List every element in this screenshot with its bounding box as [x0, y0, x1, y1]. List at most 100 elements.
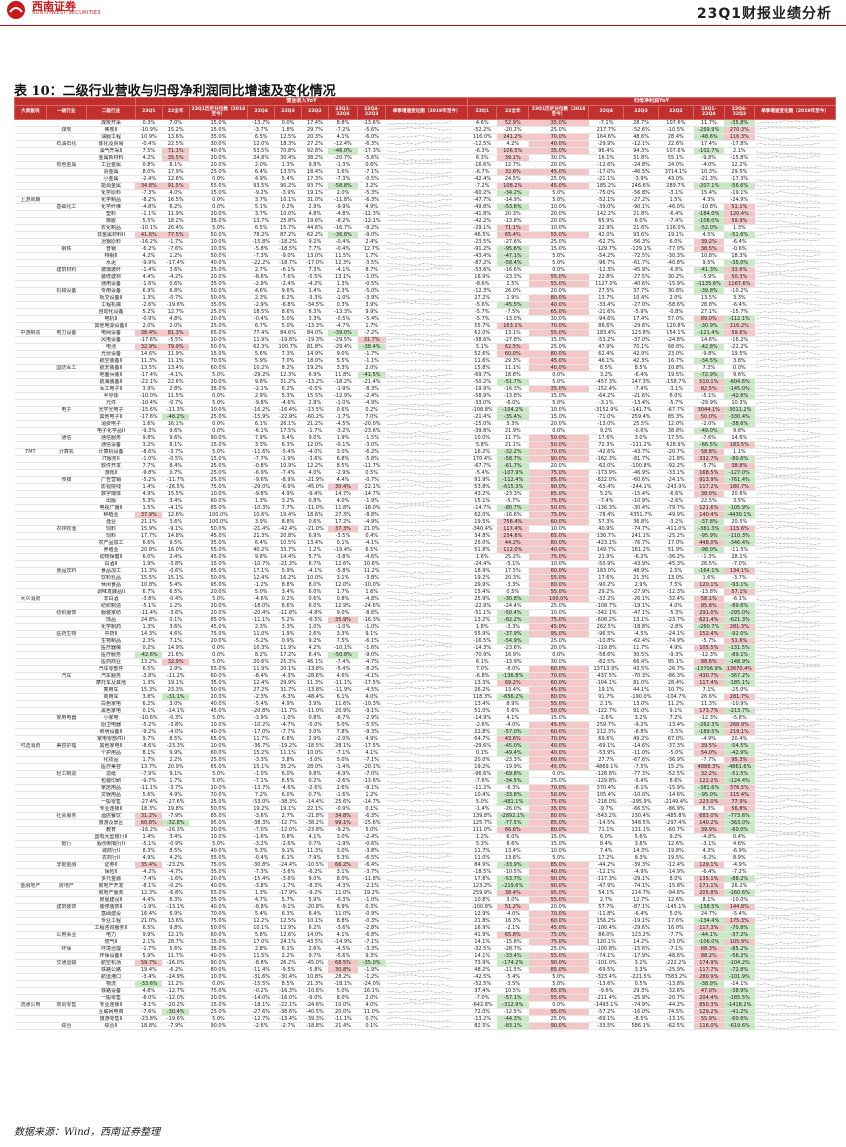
sparkline-point	[775, 520, 777, 522]
sparkline-point	[779, 446, 781, 448]
sparkline-point	[790, 333, 792, 334]
sparkline-point	[442, 176, 444, 178]
sparkline-point	[438, 255, 440, 257]
sparkline-point	[438, 368, 440, 370]
sparkline-chart	[387, 368, 452, 371]
sparkline-point	[771, 452, 773, 454]
value-cell: 7.7%	[135, 462, 163, 470]
category-cell	[14, 497, 47, 505]
value-cell: 50.0%	[693, 413, 725, 421]
value-cell: 9.0%	[301, 434, 329, 442]
sparkline-point	[422, 141, 424, 143]
value-cell: -30.3%	[658, 252, 694, 260]
sparkline-point	[779, 439, 781, 441]
value-cell: -7.4%	[588, 497, 624, 505]
sparkline-chart	[756, 309, 820, 314]
sparkline-point	[775, 527, 777, 529]
sparkline-point	[406, 600, 408, 601]
sparkline-point	[767, 619, 769, 621]
sparkline-point	[403, 661, 405, 663]
sparkline-point	[779, 418, 781, 420]
sparkline-point	[430, 122, 432, 124]
sparkline-point	[775, 143, 777, 145]
sparkline-point	[756, 255, 758, 256]
value-cell: -5.4%	[274, 448, 302, 456]
value-cell: 90.0%	[528, 455, 589, 463]
sparkline-point	[406, 640, 408, 642]
industry-cell	[46, 441, 87, 449]
sparkline-point	[450, 183, 452, 185]
sparkline-chart	[756, 179, 820, 182]
sparkline-point	[395, 551, 397, 553]
sparkline-point	[763, 184, 765, 186]
sparkline-point	[414, 484, 416, 486]
sparkline-point	[763, 353, 765, 355]
sparkline-chart	[387, 527, 452, 532]
sparkline-point	[403, 184, 405, 186]
sparkline-point	[414, 514, 416, 516]
value-cell: 50.0%	[189, 294, 248, 302]
value-cell: -33.0%	[467, 399, 497, 407]
sparkline-point	[450, 604, 452, 606]
value-cell: -1.7%	[301, 427, 329, 435]
sparkline-point	[810, 586, 812, 588]
value-cell: 50.0%	[528, 434, 589, 442]
value-cell: -5.4%	[357, 315, 386, 323]
value-cell: 6.2%	[274, 294, 302, 302]
sparkline-point	[418, 194, 420, 196]
sparkline-point	[450, 558, 452, 560]
revenue-sparkline-cell	[385, 525, 468, 533]
sparkline-point	[387, 612, 389, 614]
sparkline-point	[818, 417, 820, 419]
sparkline-point	[794, 572, 796, 574]
value-cell: 6.4%	[247, 539, 275, 547]
value-cell: 217.7%	[588, 126, 624, 134]
sparkline-point	[450, 340, 452, 341]
value-cell: 9.8%	[247, 378, 275, 386]
sparkline-point	[434, 659, 436, 661]
sparkline-point	[759, 627, 761, 628]
sparkline-point	[442, 141, 444, 143]
sparkline-point	[775, 589, 777, 591]
sparkline-point	[790, 446, 792, 448]
sparkline-chart	[756, 477, 820, 481]
column-header: 一级行业	[45, 105, 88, 120]
sparkline-point	[763, 493, 765, 495]
sparkline-point	[414, 352, 416, 354]
sparkline-point	[775, 562, 777, 564]
sparkline-point	[806, 180, 808, 182]
sparkline-point	[446, 505, 448, 507]
value-cell: 62.5%	[496, 343, 529, 351]
value-cell: -207.1%	[693, 182, 725, 190]
sparkline-point	[426, 269, 428, 270]
sparkline-chart	[756, 204, 820, 209]
sparkline-point	[814, 309, 816, 311]
sparkline-point	[759, 457, 761, 459]
sparkline-point	[442, 451, 444, 453]
sparkline-point	[395, 396, 397, 398]
sparkline-point	[771, 389, 773, 391]
sparkline-point	[771, 666, 773, 668]
value-cell: -62.7%	[588, 238, 624, 246]
value-cell: 91.5%	[162, 182, 190, 190]
sparkline-point	[818, 507, 820, 509]
value-cell: 82.5%	[693, 385, 725, 393]
sparkline-point	[387, 480, 389, 482]
value-cell: -3.0%	[357, 441, 386, 449]
sparkline-point	[810, 156, 812, 158]
table-row: 其他电子II -17.6% -48.2% 25.0% -15.9% -22.9% -60.2…	[14, 413, 836, 421]
sparkline-chart	[756, 387, 820, 392]
value-cell: -5.7%	[658, 399, 694, 407]
sparkline-point	[790, 365, 792, 367]
sparkline-point	[779, 240, 781, 242]
sparkline-point	[434, 437, 436, 439]
sparkline-point	[438, 334, 440, 336]
sparkline-point	[810, 387, 812, 389]
value-cell: 51.1%	[724, 203, 755, 211]
sparkline-point	[399, 530, 401, 531]
sparkline-point	[442, 626, 444, 628]
sparkline-point	[814, 557, 816, 559]
value-cell: -25.2%	[658, 532, 694, 540]
sparkline-point	[403, 485, 405, 487]
sparkline-chart	[756, 379, 820, 384]
